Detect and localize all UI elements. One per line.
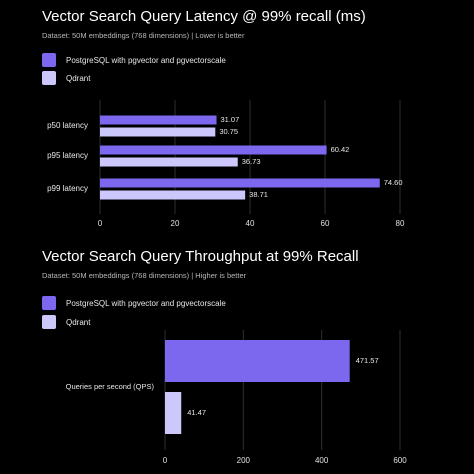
chart2-legend-postgres-label: PostgreSQL with pgvector and pgvectorsca… — [66, 298, 226, 308]
chart1-data-label: 31.07 — [221, 115, 240, 124]
chart1-legend-postgres: PostgreSQL with pgvector and pgvectorsca… — [42, 53, 226, 67]
chart1-legend-qdrant: Qdrant — [42, 71, 90, 85]
chart1-data-label: 74.60 — [384, 178, 403, 187]
chart1-bar-postgres — [100, 178, 380, 188]
chart2-legend-qdrant-swatch — [42, 315, 56, 329]
chart1-bar-postgres — [100, 115, 217, 125]
chart1-category-label: p50 latency — [47, 121, 88, 130]
chart2-category-label: Queries per second (QPS) — [66, 382, 155, 391]
chart1-title: Vector Search Query Latency @ 99% recall… — [42, 8, 366, 25]
chart2-title: Vector Search Query Throughput at 99% Re… — [42, 248, 359, 265]
chart1-bar-postgres — [100, 145, 327, 155]
chart1-bar-qdrant — [100, 190, 246, 200]
chart2-bar-postgres — [165, 340, 350, 382]
chart1-data-label: 30.75 — [219, 127, 238, 136]
chart1-bar-qdrant — [100, 127, 216, 137]
chart1-tick-label: 0 — [98, 219, 103, 228]
chart1-legend-qdrant-label: Qdrant — [66, 73, 91, 83]
chart2-legend-qdrant: Qdrant — [42, 315, 90, 329]
chart2-tick-label: 400 — [315, 456, 329, 465]
chart2-legend-qdrant-label: Qdrant — [66, 317, 91, 327]
chart1-bar-qdrant — [100, 157, 238, 167]
chart1-subtitle: Dataset: 50M embeddings (768 dimensions)… — [42, 31, 245, 40]
chart2-tick-label: 200 — [237, 456, 251, 465]
chart2-tick-label: 0 — [163, 456, 168, 465]
chart1-tick-label: 20 — [171, 219, 180, 228]
chart2-tick-label: 600 — [393, 456, 407, 465]
chart2-bar-qdrant — [165, 392, 182, 434]
chart1-tick-label: 60 — [321, 219, 330, 228]
chart1-data-label: 36.73 — [242, 157, 261, 166]
chart2-subtitle: Dataset: 50M embeddings (768 dimensions)… — [42, 271, 247, 280]
chart1-data-label: 38.71 — [249, 190, 268, 199]
chart2-legend-postgres: PostgreSQL with pgvector and pgvectorsca… — [42, 296, 226, 310]
chart1-legend-qdrant-swatch — [42, 71, 56, 85]
chart1-tick-label: 40 — [246, 219, 255, 228]
chart2-data-label: 471.57 — [356, 356, 379, 365]
chart1-legend-postgres-label: PostgreSQL with pgvector and pgvectorsca… — [66, 55, 226, 65]
chart1-data-label: 60.42 — [331, 145, 350, 154]
chart1-category-label: p95 latency — [47, 151, 88, 160]
chart1-category-label: p99 latency — [47, 184, 88, 193]
chart1-legend-postgres-swatch — [42, 53, 56, 67]
chart1-tick-label: 80 — [396, 219, 405, 228]
chart2-data-label: 41.47 — [187, 408, 206, 417]
chart2-legend-postgres-swatch — [42, 296, 56, 310]
